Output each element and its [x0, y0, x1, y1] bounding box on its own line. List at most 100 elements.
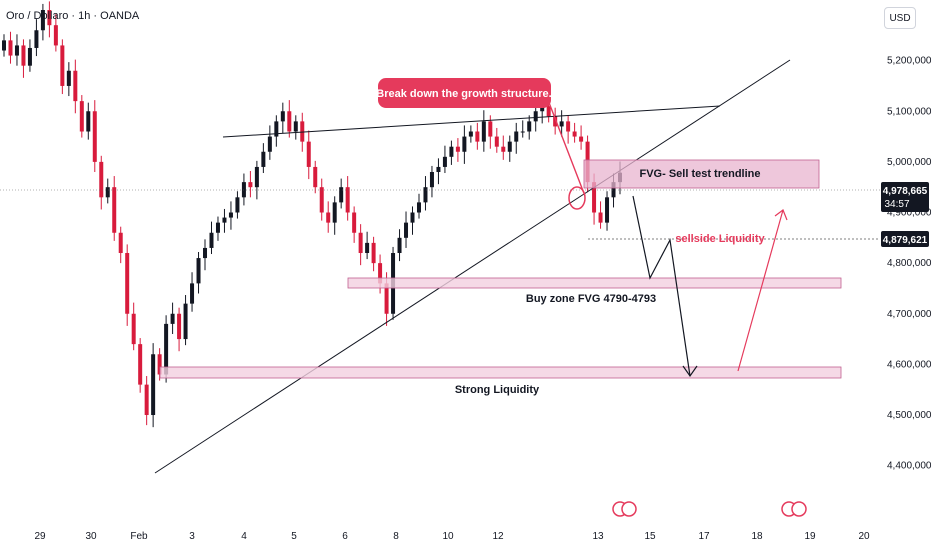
candle-body	[274, 121, 279, 137]
price-axis: 4,400,000 4,500,000 4,600,000 4,700,000 4,80…	[887, 56, 932, 472]
candle-body	[293, 121, 298, 132]
y-tick-label: 5,000,000	[887, 157, 932, 168]
candle-body	[53, 25, 58, 46]
x-tick-label: 15	[644, 531, 656, 542]
candle-body	[533, 111, 538, 122]
candle-body	[73, 70, 78, 102]
callout-text: Break down the growth structure.	[376, 88, 551, 100]
x-tick-label: 10	[442, 531, 454, 542]
projection-arrowhead	[682, 365, 698, 378]
candle-body	[112, 187, 117, 233]
y-tick-label: 4,900,000	[887, 208, 932, 219]
candle-body	[416, 202, 421, 213]
buy-zone	[347, 277, 842, 289]
callout-pointer	[547, 99, 586, 197]
candle-body	[306, 141, 311, 167]
candle-body	[442, 156, 447, 167]
candle-body	[215, 222, 220, 233]
candle-body	[27, 47, 32, 66]
currency-label: USD	[889, 12, 911, 24]
candle-body	[488, 121, 493, 137]
candle-body	[507, 141, 512, 152]
upper-trendline	[222, 105, 721, 138]
annotation-labels: Break down the growth structure. FVG- Se…	[376, 88, 765, 396]
candle-body	[559, 121, 564, 127]
candle-body	[222, 217, 227, 223]
candle-body	[436, 166, 441, 173]
candle-body	[60, 45, 65, 86]
candle-body	[378, 263, 383, 284]
projection-path	[632, 195, 691, 377]
candle-body	[404, 222, 409, 238]
candle-body	[572, 131, 577, 137]
candle-body	[47, 10, 52, 26]
sellside-price-box	[881, 231, 929, 247]
candle-body	[14, 45, 19, 56]
candle-body	[144, 384, 149, 416]
candle-body	[546, 106, 551, 117]
y-tick-label: 5,100,000	[887, 106, 932, 117]
candle-body	[125, 253, 130, 314]
bullish-arrowhead	[774, 209, 788, 221]
candle-body	[475, 131, 480, 142]
candle-body	[520, 131, 525, 133]
candle-body	[157, 354, 162, 375]
candle-body	[449, 146, 454, 157]
candle-body	[79, 101, 84, 132]
candle-body	[66, 70, 71, 86]
drawings-layer	[0, 59, 880, 474]
candle-body	[553, 116, 558, 127]
x-tick-label: 29	[34, 531, 46, 542]
fvg-zone	[583, 159, 820, 189]
candle-body	[228, 212, 233, 218]
candle-body	[468, 131, 473, 137]
x-tick-label: 17	[698, 531, 710, 542]
symbol-title: Oro / Dollaro · 1h · OANDA	[6, 10, 140, 22]
x-tick-label: 3	[189, 531, 195, 542]
candle-body	[579, 136, 584, 142]
candle-body	[527, 121, 532, 132]
candle-body	[605, 197, 610, 223]
economic-event-icons	[612, 501, 807, 517]
candle-body	[164, 323, 169, 375]
x-tick-label: 13	[592, 531, 604, 542]
time-axis: 29 30 Feb 3 4 5 6 8 10 12 13 15 17 18 19 20	[34, 531, 870, 542]
candle-body	[352, 212, 357, 233]
candle-body	[319, 187, 324, 213]
candle-body	[254, 166, 259, 188]
candle-body	[371, 242, 376, 264]
candle-body	[429, 172, 434, 188]
currency-button[interactable]: USD	[884, 7, 916, 29]
candle-body	[183, 303, 188, 340]
strong-liquidity-zone	[159, 366, 842, 379]
event-icon-us-3	[791, 501, 807, 517]
candle-body	[397, 237, 402, 254]
x-tick-label: 4	[241, 531, 247, 542]
candle-body	[8, 40, 13, 56]
x-tick-label: 20	[858, 531, 870, 542]
x-tick-label: 18	[751, 531, 763, 542]
candle-body	[235, 197, 240, 213]
candle-body	[170, 313, 175, 324]
y-tick-label: 4,400,000	[887, 461, 932, 472]
candle-body	[248, 182, 253, 188]
x-tick-label: 5	[291, 531, 297, 542]
x-tick-label: 30	[85, 531, 97, 542]
candle-body	[592, 182, 597, 213]
breakdown-circle	[568, 186, 586, 210]
candle-body	[365, 242, 370, 254]
candle-body	[462, 136, 467, 152]
candle-body	[92, 111, 97, 162]
candle-body	[455, 146, 460, 152]
candle-body	[203, 247, 208, 259]
candle-body	[566, 121, 571, 132]
candle-body	[99, 161, 104, 198]
candle-body	[423, 187, 428, 203]
candle-body	[196, 258, 201, 284]
candle-body	[209, 232, 214, 248]
sellside-label: sellside Liquidity	[675, 233, 765, 245]
x-tick-label: Feb	[130, 531, 148, 542]
candle-body	[118, 232, 123, 254]
